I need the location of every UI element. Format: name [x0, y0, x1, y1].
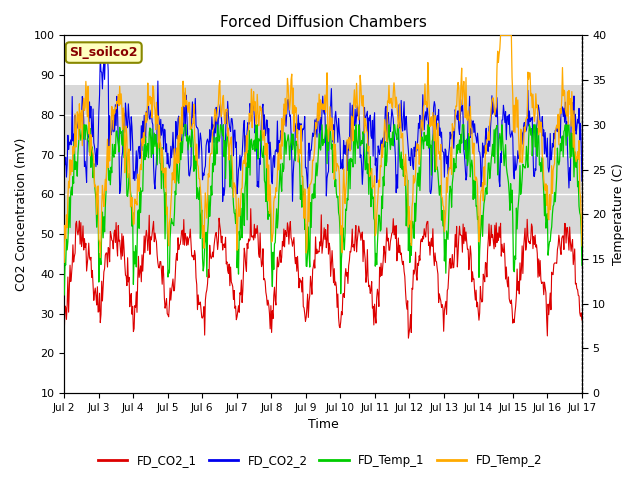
Y-axis label: CO2 Concentration (mV): CO2 Concentration (mV): [15, 138, 28, 291]
Y-axis label: Temperature (C): Temperature (C): [612, 163, 625, 265]
Bar: [64, 85, 582, 234]
Legend: FD_CO2_1, FD_CO2_2, FD_Temp_1, FD_Temp_2: FD_CO2_1, FD_CO2_2, FD_Temp_1, FD_Temp_2: [93, 449, 547, 472]
Text: SI_soilco2: SI_soilco2: [70, 46, 138, 59]
X-axis label: Time: Time: [308, 419, 339, 432]
Title: Forced Diffusion Chambers: Forced Diffusion Chambers: [220, 15, 426, 30]
